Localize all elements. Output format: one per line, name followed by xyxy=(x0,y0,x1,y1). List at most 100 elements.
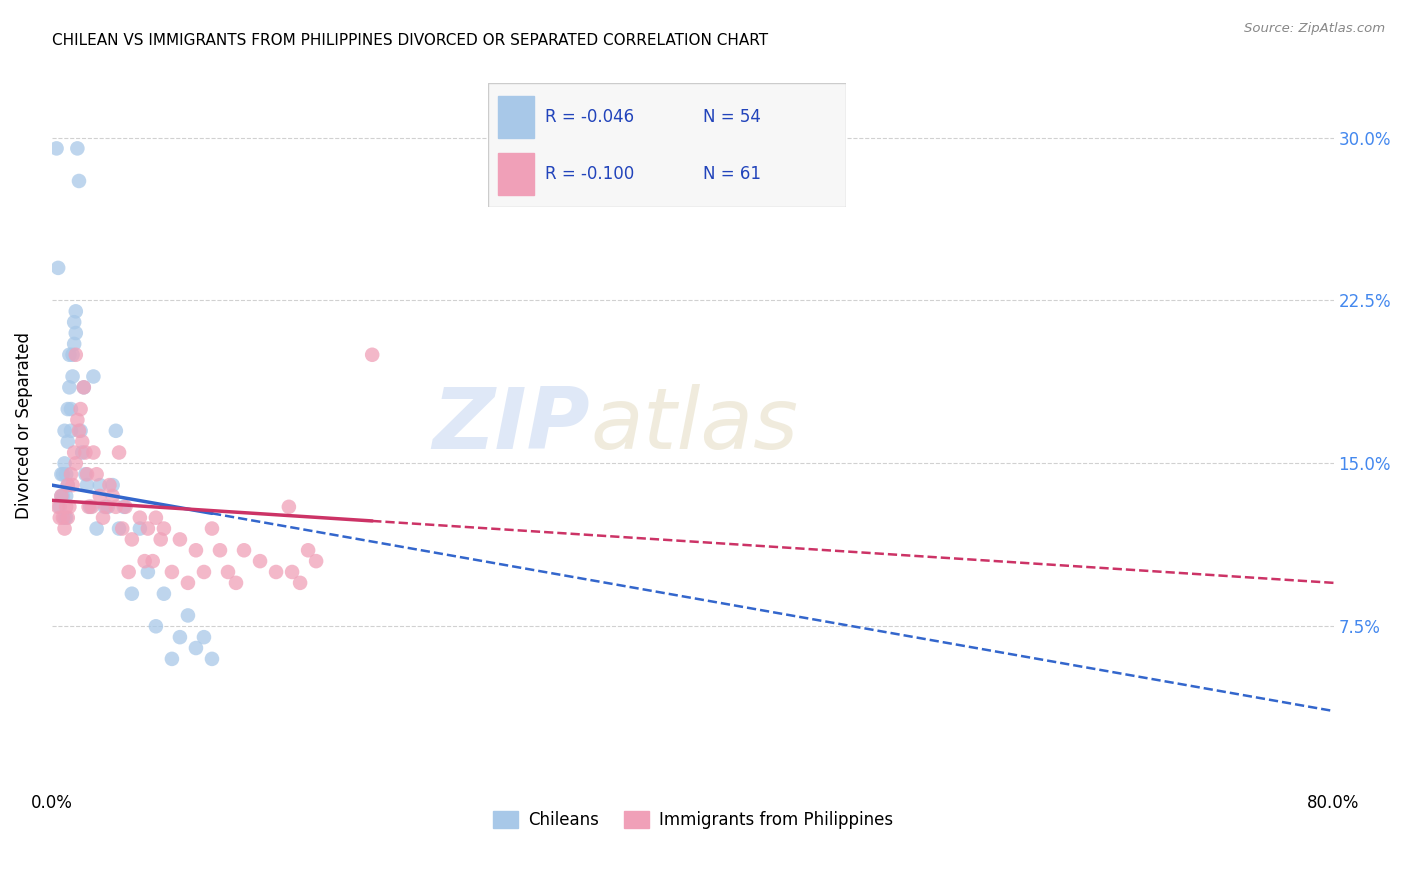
Point xyxy=(55,467,77,482)
Point xyxy=(86,522,108,536)
Legend: Chileans, Immigrants from Philippines: Chileans, Immigrants from Philippines xyxy=(486,804,900,836)
Text: ZIP: ZIP xyxy=(433,384,591,467)
Point xyxy=(82,445,104,459)
Point xyxy=(46,260,69,275)
Point xyxy=(153,522,176,536)
Point xyxy=(49,500,72,514)
Point xyxy=(53,522,76,536)
Point xyxy=(177,608,200,623)
Point xyxy=(59,424,82,438)
Point xyxy=(56,478,79,492)
Point xyxy=(51,489,73,503)
Point xyxy=(45,141,67,155)
Point xyxy=(281,565,304,579)
Point xyxy=(51,467,73,482)
Point xyxy=(53,424,76,438)
Point xyxy=(114,500,136,514)
Point xyxy=(73,380,96,394)
Point xyxy=(249,554,271,568)
Text: atlas: atlas xyxy=(591,384,799,467)
Point xyxy=(96,500,118,514)
Point xyxy=(153,587,176,601)
Point xyxy=(49,510,72,524)
Point xyxy=(233,543,256,558)
Point xyxy=(225,575,247,590)
Point xyxy=(201,522,224,536)
Point xyxy=(66,413,89,427)
Point xyxy=(91,510,114,524)
Point xyxy=(136,565,159,579)
Point xyxy=(63,315,86,329)
Point xyxy=(51,489,73,503)
Point xyxy=(76,478,98,492)
Point xyxy=(98,478,121,492)
Point xyxy=(63,445,86,459)
Point xyxy=(52,467,75,482)
Point xyxy=(142,554,165,568)
Point xyxy=(305,554,328,568)
Point xyxy=(79,500,101,514)
Point xyxy=(86,467,108,482)
Point xyxy=(77,500,100,514)
Point xyxy=(69,402,91,417)
Point xyxy=(62,478,84,492)
Text: CHILEAN VS IMMIGRANTS FROM PHILIPPINES DIVORCED OR SEPARATED CORRELATION CHART: CHILEAN VS IMMIGRANTS FROM PHILIPPINES D… xyxy=(52,33,768,48)
Point xyxy=(70,445,93,459)
Point xyxy=(112,500,135,514)
Point xyxy=(128,522,150,536)
Point xyxy=(145,619,167,633)
Point xyxy=(67,424,90,438)
Point xyxy=(264,565,287,579)
Point xyxy=(297,543,319,558)
Point xyxy=(63,337,86,351)
Point xyxy=(58,348,80,362)
Point xyxy=(82,369,104,384)
Point xyxy=(288,575,311,590)
Point xyxy=(108,445,131,459)
Point xyxy=(58,380,80,394)
Point xyxy=(97,500,120,514)
Point xyxy=(160,652,183,666)
Point xyxy=(55,500,77,514)
Point xyxy=(169,533,191,547)
Point xyxy=(177,575,200,590)
Point xyxy=(169,630,191,644)
Point xyxy=(111,522,134,536)
Point xyxy=(62,348,84,362)
Point xyxy=(75,445,97,459)
Text: Source: ZipAtlas.com: Source: ZipAtlas.com xyxy=(1244,22,1385,36)
Point xyxy=(53,456,76,470)
Point xyxy=(65,326,87,340)
Point xyxy=(101,478,124,492)
Point xyxy=(52,510,75,524)
Point xyxy=(104,424,127,438)
Point xyxy=(46,500,69,514)
Point xyxy=(149,533,172,547)
Point xyxy=(65,304,87,318)
Point xyxy=(104,500,127,514)
Point xyxy=(56,402,79,417)
Point xyxy=(56,434,79,449)
Point xyxy=(89,489,111,503)
Point xyxy=(134,554,156,568)
Point xyxy=(80,500,103,514)
Point xyxy=(56,510,79,524)
Point xyxy=(121,587,143,601)
Point xyxy=(136,522,159,536)
Point xyxy=(65,348,87,362)
Point xyxy=(108,522,131,536)
Point xyxy=(208,543,231,558)
Point xyxy=(73,380,96,394)
Point xyxy=(65,456,87,470)
Point xyxy=(62,369,84,384)
Point xyxy=(59,467,82,482)
Point xyxy=(89,478,111,492)
Point xyxy=(361,348,384,362)
Point xyxy=(128,510,150,524)
Point xyxy=(93,500,115,514)
Point xyxy=(217,565,239,579)
Point xyxy=(193,630,215,644)
Point xyxy=(101,489,124,503)
Point xyxy=(66,141,89,155)
Point xyxy=(58,500,80,514)
